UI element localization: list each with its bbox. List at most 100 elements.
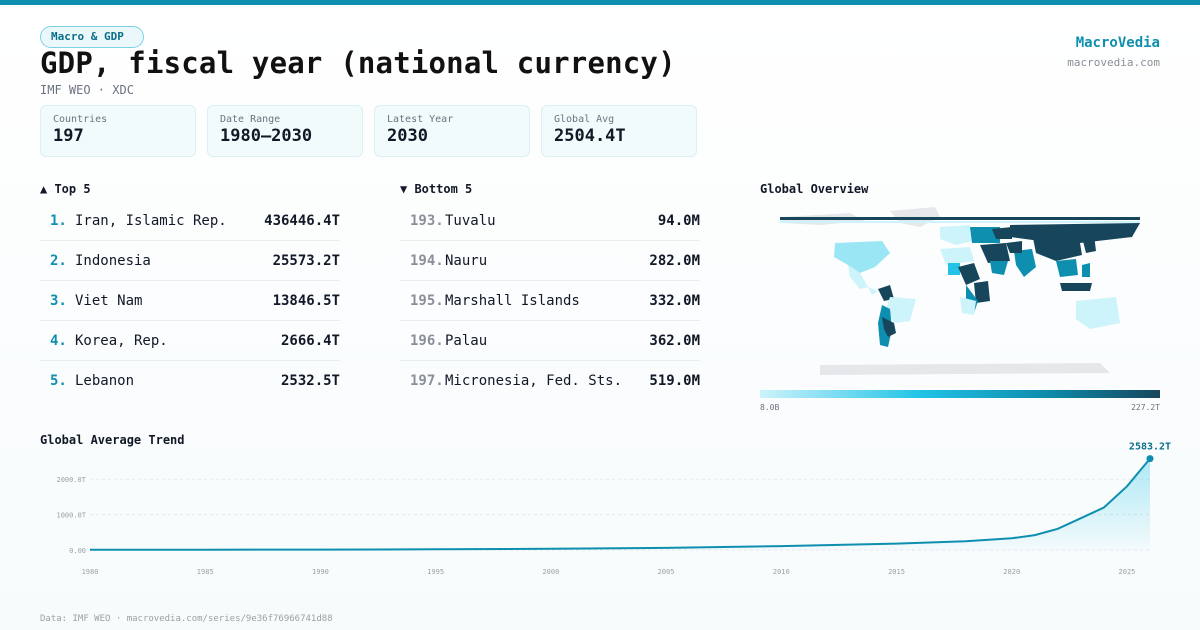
brand-logo[interactable]: MacroVedia: [1075, 35, 1160, 51]
list-item[interactable]: 193. Tuvalu 94.0M: [400, 201, 700, 241]
map-region-middle-east: [980, 243, 1010, 263]
map-legend-gradient: [760, 390, 1160, 398]
map-region-north-band: [780, 217, 1140, 220]
map-region-europe-east: [970, 227, 1000, 243]
country-value: 519.0M: [649, 373, 700, 389]
rank-number: 4.: [50, 333, 67, 349]
country-value: 282.0M: [649, 253, 700, 269]
trend-last-point[interactable]: [1146, 455, 1154, 463]
country-name: Iran, Islamic Rep.: [75, 213, 227, 229]
stat-label: Countries: [53, 114, 108, 125]
map-region-se-asia: [1056, 259, 1078, 277]
country-name: Palau: [445, 333, 488, 349]
trend-x-tick-label: 2010: [773, 568, 790, 576]
map-region-australia: [1076, 297, 1120, 329]
country-value: 25573.2T: [272, 253, 340, 269]
map-legend-max: 227.2T: [1131, 403, 1160, 412]
list-item[interactable]: 197. Micronesia, Fed. Sts. 519.0M: [400, 361, 700, 401]
country-name: Nauru: [445, 253, 488, 269]
trend-y-tick-label: 1000.0T: [56, 512, 86, 520]
trend-y-tick-label: 2000.0T: [56, 476, 86, 484]
rank-number: 5.: [50, 373, 67, 389]
map-region-arabia: [990, 261, 1008, 275]
list-item[interactable]: 195. Marshall Islands 332.0M: [400, 281, 700, 321]
list-item[interactable]: 194. Nauru 282.0M: [400, 241, 700, 281]
stat-card-global-avg: Global Avg 2504.4T: [541, 105, 697, 157]
trend-x-tick-label: 2020: [1003, 568, 1020, 576]
map-region-europe-west: [940, 225, 972, 245]
stat-value: 1980–2030: [220, 126, 313, 146]
top5-list: 1. Iran, Islamic Rep. 436446.4T 2. Indon…: [40, 201, 340, 401]
country-name: Viet Nam: [75, 293, 143, 309]
trend-x-tick-label: 2025: [1119, 568, 1136, 576]
map-region-korea-japan: [1082, 235, 1096, 253]
list-item[interactable]: 2. Indonesia 25573.2T: [40, 241, 340, 281]
stat-label: Latest Year: [387, 114, 454, 125]
map-region-east-africa: [974, 281, 990, 303]
stat-value: 2504.4T: [554, 126, 626, 146]
trend-x-tick-label: 1990: [312, 568, 329, 576]
map-region-indonesia: [1060, 283, 1092, 291]
country-name: Indonesia: [75, 253, 151, 269]
world-choropleth-map[interactable]: [760, 205, 1160, 385]
country-name: Tuvalu: [445, 213, 496, 229]
country-value: 2532.5T: [280, 373, 340, 389]
country-name: Korea, Rep.: [75, 333, 168, 349]
trend-last-value-label: 2583.2T: [1129, 442, 1171, 453]
map-region-west-africa: [948, 263, 960, 275]
trend-x-tick-label: 1980: [82, 568, 99, 576]
trend-y-tick-label: 0.00: [69, 547, 86, 555]
list-item[interactable]: 3. Viet Nam 13846.5T: [40, 281, 340, 321]
rank-number: 1.: [50, 213, 67, 229]
page-title: GDP, fiscal year (national currency): [40, 46, 676, 80]
trend-x-tick-label: 1995: [427, 568, 444, 576]
trend-heading: Global Average Trend: [40, 433, 185, 447]
map-region-central-africa: [958, 263, 980, 285]
country-value: 94.0M: [657, 213, 700, 229]
stat-label: Global Avg: [554, 114, 615, 125]
map-region-south-africa: [960, 297, 976, 315]
stat-value: 2030: [387, 126, 428, 146]
trend-area-fill: [90, 458, 1150, 550]
list-item[interactable]: 1. Iran, Islamic Rep. 436446.4T: [40, 201, 340, 241]
stat-card-countries: Countries 197: [40, 105, 196, 157]
rank-number: 196.: [410, 333, 444, 349]
stat-value: 197: [53, 126, 84, 146]
page-subtitle: IMF WEO · XDC: [40, 83, 134, 97]
country-value: 436446.4T: [264, 213, 340, 229]
stat-card-latest-year: Latest Year 2030: [374, 105, 530, 157]
bottom5-heading: ▼ Bottom 5: [400, 182, 473, 196]
trend-x-tick-label: 2015: [888, 568, 905, 576]
rank-number: 2.: [50, 253, 67, 269]
list-item[interactable]: 4. Korea, Rep. 2666.4T: [40, 321, 340, 361]
map-region-europe-accent: [992, 227, 1012, 239]
map-region-philippines: [1082, 263, 1090, 277]
map-heading: Global Overview: [760, 182, 869, 196]
map-region-india: [1014, 249, 1036, 277]
trend-x-tick-label: 2005: [658, 568, 675, 576]
map-region-north-africa: [940, 247, 974, 265]
footer-source: Data: IMF WEO · macrovedia.com/series/9e…: [40, 614, 333, 624]
map-region-brazil: [886, 297, 916, 323]
map-region-north-america: [834, 241, 890, 273]
country-value: 332.0M: [649, 293, 700, 309]
map-region-antarctica: [820, 363, 1110, 375]
rank-number: 195.: [410, 293, 444, 309]
rank-number: 197.: [410, 373, 444, 389]
top5-heading: ▲ Top 5: [40, 182, 91, 196]
map-region-pakistan: [1006, 241, 1022, 253]
stat-card-date-range: Date Range 1980–2030: [207, 105, 363, 157]
trend-x-tick-label: 2000: [542, 568, 559, 576]
trend-series-line: [89, 457, 1151, 551]
map-legend-min: 8.0B: [760, 403, 780, 412]
country-value: 2666.4T: [280, 333, 340, 349]
list-item[interactable]: 5. Lebanon 2532.5T: [40, 361, 340, 401]
map-region-north-band-light: [780, 221, 1140, 223]
category-badge[interactable]: Macro & GDP: [40, 26, 144, 48]
list-item[interactable]: 196. Palau 362.0M: [400, 321, 700, 361]
country-name: Micronesia, Fed. Sts.: [445, 373, 623, 389]
bottom5-list: 193. Tuvalu 94.0M 194. Nauru 282.0M 195.…: [400, 201, 700, 401]
stat-label: Date Range: [220, 114, 281, 125]
country-name: Marshall Islands: [445, 293, 580, 309]
brand-url[interactable]: macrovedia.com: [1067, 56, 1160, 69]
